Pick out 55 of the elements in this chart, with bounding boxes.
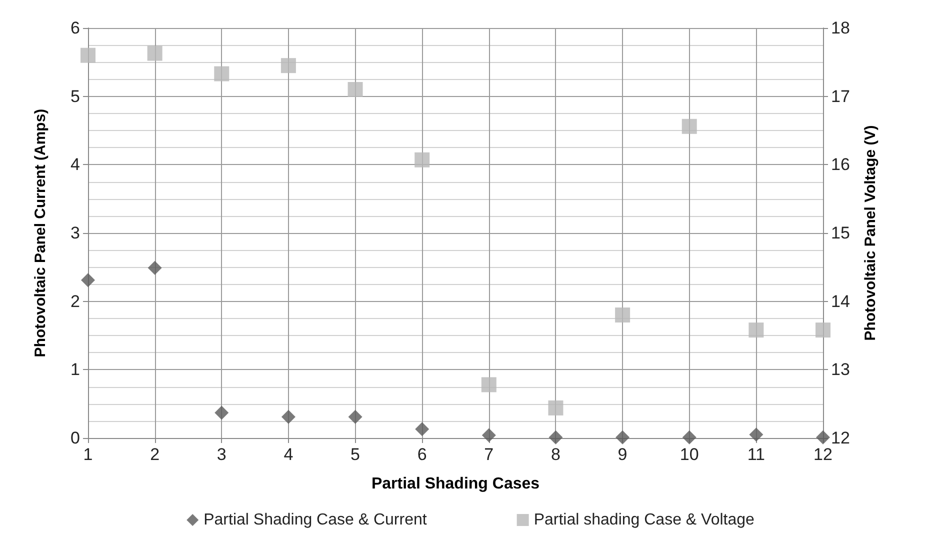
point — [615, 308, 630, 322]
legend-label: Partial Shading Case & Current — [204, 512, 428, 528]
y-tick-label: 1 — [70, 360, 80, 380]
point — [481, 377, 496, 392]
y-tick-label: 0 — [70, 428, 80, 448]
point — [816, 430, 830, 444]
point — [81, 273, 95, 288]
x-tick-label: 5 — [350, 445, 360, 464]
point — [482, 428, 496, 442]
y-tick-label: 3 — [70, 224, 80, 242]
point — [414, 152, 430, 168]
x-tick-label: 2 — [150, 445, 160, 464]
y-axis-title: Photovoltaic Panel Current (Amps) — [32, 108, 49, 358]
point — [816, 322, 830, 338]
x-axis-title: Partial Shading Cases — [371, 476, 540, 492]
y2-tick-label: 17 — [831, 86, 850, 106]
legend-label: Partial shading Case & Voltage — [534, 512, 755, 528]
y-tick-label: 4 — [70, 155, 80, 174]
y2-axis-title: Photovoltaic Panel Voltage (V) — [862, 125, 879, 341]
y2-tick-label: 16 — [831, 155, 850, 174]
point — [548, 400, 564, 416]
y2-tick-label: 13 — [831, 360, 850, 380]
y2-tick-label: 12 — [831, 428, 850, 448]
point — [415, 422, 430, 436]
point — [214, 406, 229, 420]
x-tick-label: 8 — [550, 445, 560, 464]
point — [682, 118, 697, 134]
y-tick-label: 5 — [70, 86, 80, 106]
point — [682, 430, 696, 444]
point — [280, 58, 296, 74]
x-tick-label: 1 — [83, 445, 93, 464]
point — [348, 410, 362, 424]
x-tick-label: 12 — [814, 445, 832, 464]
point — [548, 430, 563, 444]
x-tick-label: 6 — [417, 445, 427, 464]
y2-tick-label: 14 — [831, 292, 850, 311]
x-tick-label: 10 — [680, 445, 699, 464]
y2-tick-label: 15 — [831, 224, 850, 242]
x-tick-label: 4 — [284, 445, 294, 464]
y-tick-label: 6 — [70, 18, 80, 38]
point — [148, 260, 162, 275]
point — [749, 428, 764, 442]
point — [748, 322, 764, 338]
point — [147, 46, 162, 61]
x-tick-label: 7 — [484, 445, 494, 464]
y2-tick-label: 18 — [831, 18, 850, 38]
point — [616, 430, 630, 444]
point — [214, 66, 230, 82]
x-tick-label: 3 — [216, 445, 226, 464]
point — [80, 48, 96, 63]
point — [281, 410, 296, 424]
point — [348, 82, 363, 97]
x-tick-label: 11 — [747, 445, 766, 464]
y-tick-label: 2 — [70, 292, 80, 311]
x-tick-label: 9 — [618, 445, 628, 464]
